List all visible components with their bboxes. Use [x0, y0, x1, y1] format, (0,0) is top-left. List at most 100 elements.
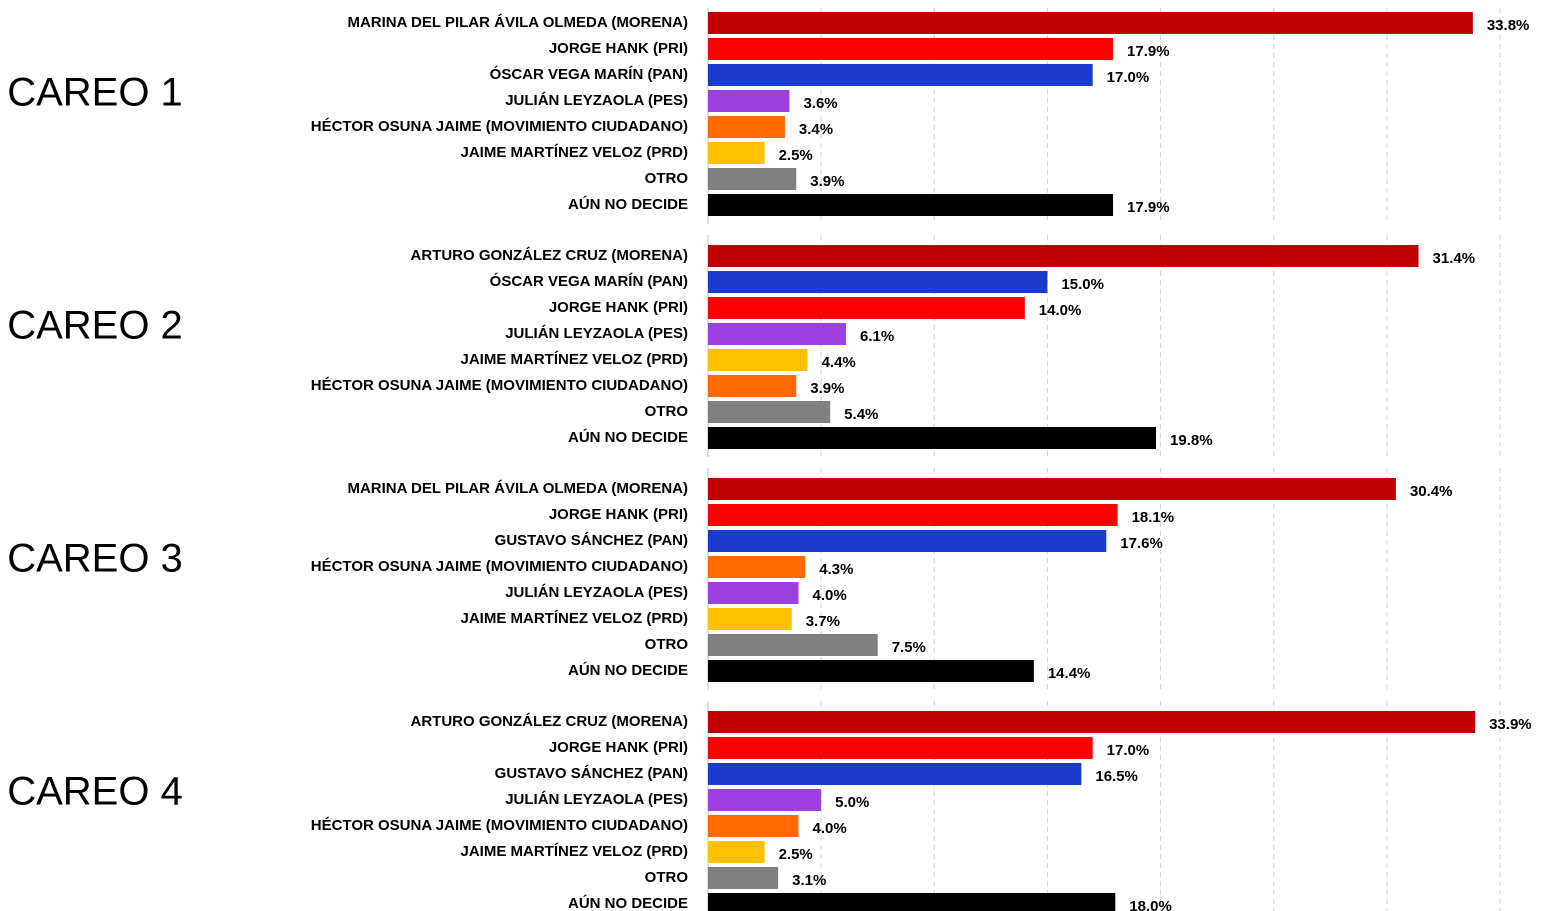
category-label: MARINA DEL PILAR ÁVILA OLMEDA (MORENA) — [347, 14, 688, 31]
value-label: 5.0% — [835, 794, 869, 811]
category-label: OTRO — [645, 636, 689, 653]
bar — [708, 841, 765, 863]
value-label: 31.4% — [1433, 250, 1476, 267]
category-label: JORGE HANK (PRI) — [549, 40, 688, 57]
bar — [708, 349, 808, 371]
bar — [708, 323, 847, 345]
category-label: AÚN NO DECIDE — [568, 661, 688, 679]
bar — [708, 427, 1157, 449]
category-label: AÚN NO DECIDE — [568, 195, 688, 213]
category-label: MARINA DEL PILAR ÁVILA OLMEDA (MORENA) — [347, 480, 688, 497]
value-label: 19.8% — [1170, 432, 1213, 449]
value-label: 17.9% — [1127, 199, 1170, 216]
value-label: 3.4% — [799, 121, 833, 138]
bar — [708, 401, 831, 423]
bar — [708, 478, 1396, 500]
value-label: 17.6% — [1120, 535, 1163, 552]
value-label: 30.4% — [1410, 483, 1453, 500]
value-label: 18.1% — [1132, 509, 1175, 526]
value-label: 4.3% — [819, 561, 853, 578]
bar — [708, 297, 1025, 319]
category-label: ARTURO GONZÁLEZ CRUZ (MORENA) — [411, 247, 688, 264]
bar — [708, 737, 1093, 759]
value-label: 14.0% — [1039, 302, 1082, 319]
category-label: OTRO — [645, 170, 689, 187]
value-label: 4.4% — [822, 354, 856, 371]
category-label: JORGE HANK (PRI) — [549, 299, 688, 316]
category-label: JULIÁN LEYZAOLA (PES) — [505, 791, 688, 808]
bar — [708, 504, 1118, 526]
category-label: OTRO — [645, 403, 689, 420]
category-label: AÚN NO DECIDE — [568, 894, 688, 911]
value-label: 3.9% — [810, 173, 844, 190]
value-label: 3.1% — [792, 872, 826, 889]
value-label: 4.0% — [813, 587, 847, 604]
bar — [708, 142, 765, 164]
value-label: 33.9% — [1489, 716, 1532, 733]
category-label: HÉCTOR OSUNA JAIME (MOVIMIENTO CIUDADANO… — [311, 558, 688, 575]
category-label: JULIÁN LEYZAOLA (PES) — [505, 584, 688, 601]
bar — [708, 789, 822, 811]
category-label: JORGE HANK (PRI) — [549, 506, 688, 523]
category-label: ARTURO GONZÁLEZ CRUZ (MORENA) — [411, 713, 688, 730]
bar — [708, 375, 797, 397]
bar — [708, 271, 1048, 293]
bar — [708, 168, 797, 190]
bar — [708, 12, 1473, 34]
bar — [708, 38, 1114, 60]
bar — [708, 582, 799, 604]
value-label: 4.0% — [813, 820, 847, 837]
value-label: 2.5% — [779, 147, 813, 164]
category-label: JAIME MARTÍNEZ VELOZ (PRD) — [461, 610, 689, 627]
bar — [708, 867, 779, 889]
category-label: GUSTAVO SÁNCHEZ (PAN) — [495, 532, 688, 549]
category-label: JAIME MARTÍNEZ VELOZ (PRD) — [461, 843, 689, 860]
category-label: JULIÁN LEYZAOLA (PES) — [505, 92, 688, 109]
value-label: 18.0% — [1129, 898, 1172, 911]
bar — [708, 634, 878, 656]
bar — [708, 815, 799, 837]
value-label: 3.9% — [810, 380, 844, 397]
category-label: HÉCTOR OSUNA JAIME (MOVIMIENTO CIUDADANO… — [311, 118, 688, 135]
bar — [708, 116, 785, 138]
bar — [708, 64, 1093, 86]
value-label: 5.4% — [844, 406, 878, 423]
category-label: OTRO — [645, 869, 689, 886]
category-label: JAIME MARTÍNEZ VELOZ (PRD) — [461, 144, 689, 161]
bar — [708, 556, 806, 578]
category-label: HÉCTOR OSUNA JAIME (MOVIMIENTO CIUDADANO… — [311, 817, 688, 834]
category-label: JAIME MARTÍNEZ VELOZ (PRD) — [461, 351, 689, 368]
category-label: JORGE HANK (PRI) — [549, 739, 688, 756]
value-label: 17.9% — [1127, 43, 1170, 60]
value-label: 17.0% — [1107, 742, 1150, 759]
bar — [708, 763, 1082, 785]
group-title: CAREO 4 — [7, 770, 183, 814]
group-title: CAREO 2 — [7, 304, 183, 348]
value-label: 14.4% — [1048, 665, 1091, 682]
category-label: GUSTAVO SÁNCHEZ (PAN) — [495, 765, 688, 782]
value-label: 15.0% — [1061, 276, 1104, 293]
bar — [708, 245, 1419, 267]
category-label: ÓSCAR VEGA MARÍN (PAN) — [490, 65, 688, 83]
value-label: 7.5% — [892, 639, 926, 656]
category-label: JULIÁN LEYZAOLA (PES) — [505, 325, 688, 342]
bar — [708, 893, 1116, 911]
bar — [708, 530, 1107, 552]
bar — [708, 711, 1476, 733]
bar — [708, 194, 1114, 216]
value-label: 33.8% — [1487, 17, 1530, 34]
value-label: 3.6% — [803, 95, 837, 112]
value-label: 16.5% — [1095, 768, 1138, 785]
value-label: 17.0% — [1107, 69, 1150, 86]
category-label: AÚN NO DECIDE — [568, 428, 688, 446]
group-title: CAREO 3 — [7, 537, 183, 581]
value-label: 6.1% — [860, 328, 894, 345]
value-label: 3.7% — [806, 613, 840, 630]
category-label: ÓSCAR VEGA MARÍN (PAN) — [490, 272, 688, 290]
category-label: HÉCTOR OSUNA JAIME (MOVIMIENTO CIUDADANO… — [311, 377, 688, 394]
bar — [708, 90, 790, 112]
group-title: CAREO 1 — [7, 71, 183, 115]
value-label: 2.5% — [779, 846, 813, 863]
bar — [708, 608, 792, 630]
